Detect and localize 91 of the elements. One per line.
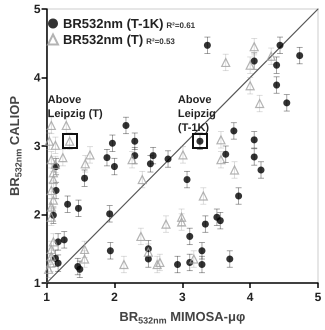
point: [250, 42, 259, 52]
point: [246, 81, 255, 90]
x-tick-label: 4: [246, 290, 254, 304]
point: [46, 258, 56, 268]
point: [80, 159, 90, 168]
point: [174, 261, 182, 268]
point: [184, 176, 191, 184]
point: [110, 163, 118, 170]
point: [164, 156, 172, 163]
point: [258, 166, 264, 174]
legend-label: BR532nm (T): [63, 32, 144, 47]
point: [80, 244, 90, 254]
point: [108, 140, 116, 147]
point: [138, 174, 147, 184]
point: [119, 260, 129, 270]
point: [250, 136, 258, 144]
annotation: R²=0.61: [166, 21, 196, 30]
point: [144, 248, 153, 257]
point: [177, 212, 186, 222]
point: [106, 210, 114, 218]
point: [250, 58, 258, 65]
y-tick-label: 2: [34, 208, 41, 222]
point: [161, 219, 171, 229]
point: [85, 150, 95, 160]
point: [283, 99, 290, 106]
point: [150, 152, 157, 160]
point: [80, 254, 90, 264]
x-tick-label: 1: [43, 290, 50, 304]
point: [266, 52, 276, 61]
point: [152, 260, 162, 270]
point: [48, 196, 58, 205]
point: [44, 264, 54, 274]
y-tick-label: 3: [34, 139, 41, 153]
point: [202, 220, 209, 228]
point: [178, 150, 188, 160]
point: [216, 217, 224, 224]
x-tick-label: 3: [178, 290, 186, 304]
point: [50, 160, 60, 170]
point: [226, 256, 234, 263]
point: [216, 155, 226, 164]
point: [76, 266, 84, 273]
x-tick-label: 5: [314, 290, 322, 304]
legend-label: BR532nm (T-1K): [63, 16, 164, 31]
point: [235, 192, 242, 200]
annotation: R²=0.53: [146, 37, 176, 46]
point: [58, 153, 68, 162]
point: [106, 247, 114, 254]
point: [221, 58, 230, 68]
y-tick-label: 4: [34, 70, 41, 84]
point: [44, 136, 54, 146]
point: [204, 42, 211, 49]
point: [177, 217, 186, 227]
point: [216, 135, 226, 144]
point: [131, 138, 138, 145]
point: [74, 204, 82, 212]
y-axis-title: BR532nm CALIOP: [7, 96, 24, 196]
point: [46, 212, 56, 222]
point: [46, 252, 56, 261]
point: [255, 98, 264, 108]
point: [198, 191, 208, 201]
point: [146, 160, 154, 168]
point: [64, 200, 72, 208]
point: [230, 165, 240, 175]
point: [222, 150, 230, 158]
point: [103, 154, 110, 162]
point: [296, 52, 304, 60]
point: [250, 153, 258, 160]
point: [186, 232, 194, 240]
point: [198, 261, 206, 268]
point: [246, 60, 255, 70]
point: [155, 258, 164, 268]
point: [122, 122, 130, 129]
point: [50, 140, 60, 150]
y-tick-label: 5: [34, 2, 41, 16]
point: [136, 232, 146, 242]
point: [127, 155, 137, 164]
point: [273, 62, 280, 69]
point: [230, 127, 238, 134]
point: [276, 42, 284, 49]
x-tick-label: 2: [111, 290, 118, 304]
point: [60, 236, 68, 244]
point: [46, 155, 56, 164]
point: [273, 82, 280, 89]
annotation: Above Leipzig (T): [48, 94, 103, 120]
point: [62, 120, 71, 130]
y-tick-label: 1: [34, 276, 41, 290]
point: [198, 247, 206, 254]
point: [189, 254, 198, 264]
point: [81, 174, 88, 182]
point: [46, 120, 56, 130]
point: [46, 186, 56, 196]
